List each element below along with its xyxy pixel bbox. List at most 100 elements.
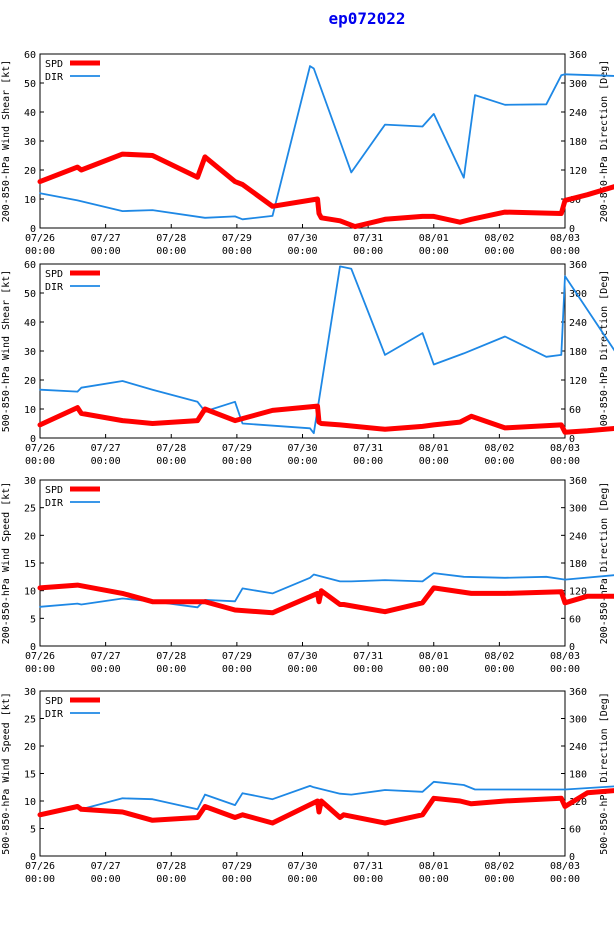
panel2-y2-tick-label: 240: [569, 318, 587, 329]
panel2-y2-axis-label: 500-850-hPa Direction [Deg]: [599, 270, 610, 433]
panel2-y-tick-label: 0: [30, 434, 36, 445]
panel4-y-tick-label: 30: [24, 687, 36, 698]
panel1-x-tick-time: 00:00: [156, 246, 186, 257]
panel4-plot-frame: [39, 690, 566, 857]
panel1-x-tick-time: 00:00: [484, 246, 514, 257]
panel3-y2-tick-label: 360: [569, 476, 587, 487]
panel4-y-tick-label: 20: [24, 742, 36, 753]
panel3-x-tick-time: 00:00: [25, 664, 55, 675]
panel3-x-tick-time: 00:00: [550, 664, 580, 675]
panel2-y2-tick-label: 120: [569, 376, 587, 387]
panel4-y2-tick-label: 0: [569, 852, 575, 863]
panel2-x-tick-date: 08/02: [484, 443, 514, 454]
panel2-y-tick-label: 60: [24, 260, 36, 271]
panel2-x-tick-date: 07/30: [287, 443, 317, 454]
panel1-x-tick-time: 00:00: [353, 246, 383, 257]
panel4-x-tick-time: 00:00: [550, 874, 580, 885]
panel4-y2-tick-label: 60: [569, 825, 581, 836]
panel4-y-tick-label: 25: [24, 715, 36, 726]
panel2-x-tick-date: 07/28: [156, 443, 186, 454]
panel1-y-tick-label: 30: [24, 137, 36, 148]
panel1-x-tick-date: 07/28: [156, 233, 186, 244]
panel3-y2-tick-label: 0: [569, 642, 575, 653]
panel1-y2-tick-label: 180: [569, 137, 587, 148]
panel3-x-tick-time: 00:00: [419, 664, 449, 675]
panel1-x-tick-date: 08/01: [419, 233, 449, 244]
panel4-y-tick-label: 5: [30, 825, 36, 836]
panel2-y-tick-label: 30: [24, 347, 36, 358]
panel1-y-tick-label: 0: [30, 224, 36, 235]
panel1-x-tick-date: 07/30: [287, 233, 317, 244]
panel4-y-tick-label: 15: [24, 770, 36, 781]
panel4-x-tick-time: 00:00: [484, 874, 514, 885]
panel2-x-tick-date: 07/26: [25, 443, 55, 454]
panel3-x-tick-date: 08/02: [484, 651, 514, 662]
panel4-y2-tick-label: 360: [569, 687, 587, 698]
panel1-y2-tick-label: 60: [569, 195, 581, 206]
panel3-y-tick-label: 0: [30, 642, 36, 653]
panel1-y2-tick-label: 360: [569, 50, 587, 61]
panel3-legend-dir-label: DIR: [45, 498, 64, 509]
panel3-x-tick-date: 07/29: [222, 651, 252, 662]
panel4-x-tick-date: 08/01: [419, 861, 449, 872]
panel3-y-axis-label: 200-850-hPa Wind Speed [kt]: [1, 482, 12, 645]
panel4-x-tick-date: 07/29: [222, 861, 252, 872]
panel4-y2-tick-label: 300: [569, 715, 587, 726]
panel3-legend-spd-label: SPD: [45, 485, 63, 496]
panel3-y-tick-label: 30: [24, 476, 36, 487]
panel1-y-tick-label: 50: [24, 79, 36, 90]
page-title: ep072022: [328, 9, 406, 28]
panel2-x-tick-time: 00:00: [550, 456, 580, 467]
panel3-series-spd-line: [37, 582, 614, 616]
panel1-y2-tick-label: 120: [569, 166, 587, 177]
panel3-y2-tick-label: 300: [569, 504, 587, 515]
panel1-x-tick-date: 07/27: [91, 233, 121, 244]
panel2-x-tick-date: 08/03: [550, 443, 580, 454]
panel2-y2-tick-label: 360: [569, 260, 587, 271]
panel2-series-spd-line: [37, 403, 614, 435]
panel2-x-tick-time: 00:00: [287, 456, 317, 467]
panel1-x-tick-time: 00:00: [419, 246, 449, 257]
panel4-legend-spd-label: SPD: [45, 696, 63, 707]
panel4-x-tick-date: 07/30: [287, 861, 317, 872]
panel2-y-axis-label: 500-850-hPa Wind Shear [kt]: [1, 270, 12, 433]
panel4-series-spd-line: [37, 788, 614, 826]
panel1-x-tick-date: 08/03: [550, 233, 580, 244]
panel3-x-tick-time: 00:00: [222, 664, 252, 675]
panel4-legend-dir-label: DIR: [45, 709, 64, 720]
panel2-legend-spd-label: SPD: [45, 269, 63, 280]
panel4-y2-tick-label: 180: [569, 770, 587, 781]
panel1-y-tick-label: 40: [24, 108, 36, 119]
panel4-y-tick-label: 10: [24, 797, 36, 808]
panel2-x-tick-time: 00:00: [419, 456, 449, 467]
panel3-y-tick-label: 10: [24, 587, 36, 598]
panel3-y-tick-label: 15: [24, 559, 36, 570]
panel1-legend-dir-label: DIR: [45, 72, 64, 83]
panel2-y2-tick-label: 0: [569, 434, 575, 445]
panel4-x-tick-time: 00:00: [287, 874, 317, 885]
panel1-y-axis-label: 200-850-hPa Wind Shear [kt]: [1, 60, 12, 223]
panel2-x-tick-time: 00:00: [156, 456, 186, 467]
panel2-x-tick-time: 00:00: [222, 456, 252, 467]
panel2-y-tick-label: 20: [24, 376, 36, 387]
panel4-series-dir-line: [39, 780, 614, 816]
panel3-series-dir-line: [39, 572, 614, 609]
panel1-series-dir-line: [39, 65, 614, 221]
panel2-y-tick-label: 10: [24, 405, 36, 416]
panel3-y2-tick-label: 240: [569, 531, 587, 542]
panel2-series-dir-line: [39, 265, 614, 435]
panel4-y2-tick-label: 120: [569, 797, 587, 808]
panel1-x-tick-date: 07/29: [222, 233, 252, 244]
panel2-legend-dir-label: DIR: [45, 282, 64, 293]
panel1-x-tick-date: 08/02: [484, 233, 514, 244]
panel4-x-tick-time: 00:00: [419, 874, 449, 885]
panel4-x-tick-date: 07/26: [25, 861, 55, 872]
panel4-x-tick-date: 07/27: [91, 861, 121, 872]
panel1-x-tick-date: 07/31: [353, 233, 383, 244]
panel1-y2-tick-label: 240: [569, 108, 587, 119]
panel4-x-tick-date: 07/28: [156, 861, 186, 872]
panel1-y-tick-label: 20: [24, 166, 36, 177]
panel3-x-tick-date: 08/03: [550, 651, 580, 662]
panel3-y-tick-label: 25: [24, 504, 36, 515]
panel2-y2-tick-label: 180: [569, 347, 587, 358]
